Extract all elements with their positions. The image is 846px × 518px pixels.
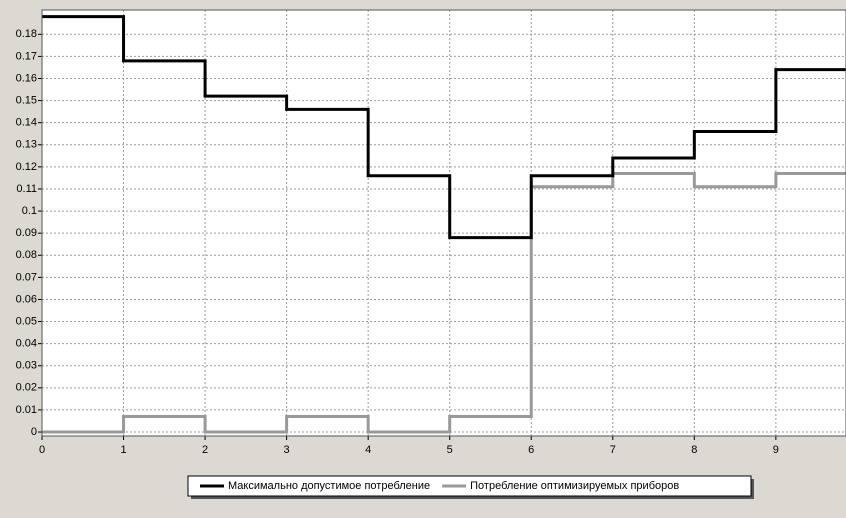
legend-box — [187, 475, 752, 497]
x-tick-label: 0 — [39, 444, 45, 456]
y-tick-label: 0.03 — [16, 360, 37, 372]
y-tick-label: 0.13 — [16, 139, 37, 151]
y-tick-label: 0.12 — [16, 161, 37, 173]
plot-area — [41, 9, 846, 437]
x-tick-label: 8 — [691, 444, 697, 456]
x-tick-label: 1 — [120, 444, 126, 456]
y-tick-label: 0 — [31, 426, 37, 438]
x-tick-label: 6 — [528, 444, 534, 456]
x-tick-label: 5 — [447, 444, 453, 456]
y-tick-label: 0.11 — [16, 183, 37, 195]
y-tick-label: 0.18 — [16, 28, 37, 40]
step-line — [42, 15, 846, 240]
y-tick-label: 0.07 — [16, 271, 37, 283]
y-tick-label: 0.04 — [16, 338, 37, 350]
y-tick-label: 0.02 — [16, 382, 37, 394]
y-tick-label: 0.17 — [16, 50, 37, 62]
y-tick-label: 0.06 — [16, 293, 37, 305]
plot-border — [41, 9, 846, 437]
x-tick-label: 2 — [202, 444, 208, 456]
x-tick-label: 4 — [365, 444, 371, 456]
x-tick-label: 9 — [773, 444, 779, 456]
legend-label: Максимально допустимое потребление — [228, 480, 430, 492]
y-tick-label: 0.14 — [16, 117, 37, 129]
y-tick-label: 0.09 — [16, 227, 37, 239]
x-tick-label: 3 — [284, 444, 290, 456]
x-tick-label: 7 — [610, 444, 616, 456]
legend-label: Потребление оптимизируемых приборов — [470, 480, 679, 492]
y-tick-label: 0.1 — [22, 205, 37, 217]
y-tick-label: 0.01 — [16, 404, 37, 416]
y-tick-label: 0.05 — [16, 315, 37, 327]
y-tick-label: 0.15 — [16, 94, 37, 106]
y-tick-label: 0.08 — [16, 249, 37, 261]
y-tick-label: 0.16 — [16, 72, 37, 84]
step-line — [42, 172, 846, 434]
